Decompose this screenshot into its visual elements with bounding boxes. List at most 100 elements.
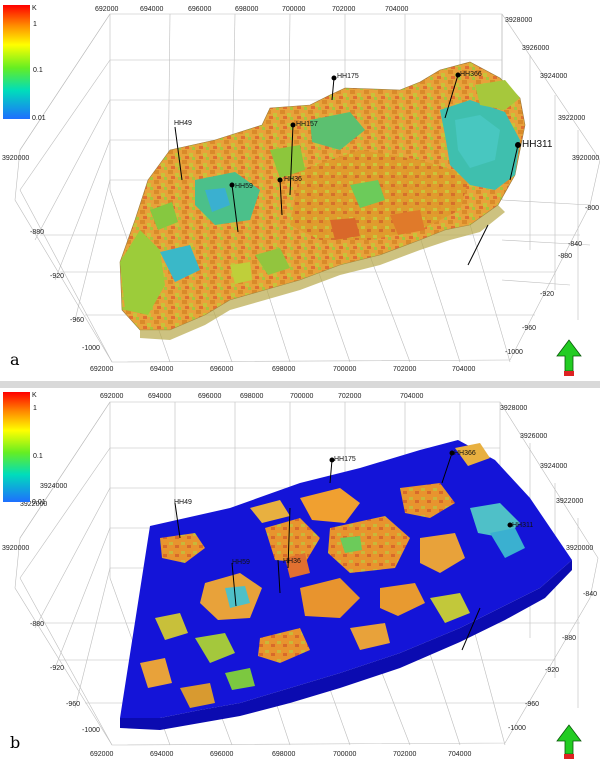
- svg-text:694000: 694000: [140, 6, 163, 13]
- panel-b-3d-view: HH49 HH175 HH366 HH311 HH59 HH36 692000 …: [2, 392, 599, 759]
- svg-text:694000: 694000: [150, 366, 173, 373]
- svg-text:3922000: 3922000: [556, 498, 583, 505]
- svg-text:696000: 696000: [198, 393, 221, 400]
- svg-text:-1000: -1000: [505, 349, 523, 356]
- axis-ticks-a: 692000 694000 696000 698000 700000 70200…: [2, 6, 599, 373]
- well-line: [174, 502, 181, 539]
- svg-text:-960: -960: [70, 317, 84, 324]
- svg-text:704000: 704000: [452, 366, 475, 373]
- svg-text:-840: -840: [568, 241, 582, 248]
- permeability-body-a: [119, 61, 526, 340]
- svg-text:692000: 692000: [90, 751, 113, 758]
- well-line: [279, 179, 283, 216]
- north-arrow-icon: [556, 339, 582, 376]
- svg-text:3926000: 3926000: [522, 45, 549, 52]
- well-label-hh49: HH49: [174, 499, 192, 506]
- panel-b: HH49 HH175 HH366 HH311 HH59 HH36 692000 …: [0, 388, 600, 761]
- well-label-hh36: HH36: [284, 176, 302, 183]
- svg-text:-840: -840: [583, 591, 597, 598]
- svg-text:700000: 700000: [282, 6, 305, 13]
- well-label-hh366: HH366: [454, 450, 476, 457]
- svg-text:3920000: 3920000: [572, 155, 599, 162]
- svg-text:3920000: 3920000: [2, 545, 29, 552]
- well-line: [287, 507, 291, 569]
- well-line: [461, 607, 481, 651]
- svg-text:-960: -960: [525, 701, 539, 708]
- svg-text:702000: 702000: [393, 366, 416, 373]
- svg-text:-880: -880: [558, 253, 572, 260]
- well-label-hh175: HH175: [337, 73, 359, 80]
- svg-text:3928000: 3928000: [500, 405, 527, 412]
- well-label-hh311: HH311: [522, 139, 553, 150]
- svg-text:-880: -880: [30, 229, 44, 236]
- well-line: [329, 459, 333, 484]
- svg-text:692000: 692000: [90, 366, 113, 373]
- svg-text:-800: -800: [585, 205, 599, 212]
- well-label-hh311: HH311: [512, 522, 533, 529]
- well-label-hh175: HH175: [334, 456, 356, 463]
- well-label-hh59: HH59: [232, 559, 250, 566]
- svg-text:0.01: 0.01: [32, 115, 46, 122]
- svg-text:-920: -920: [50, 665, 64, 672]
- well-label-hh36: HH36: [283, 558, 301, 565]
- panel-a-3d-view: HH49 HH157 HH175 HH366 HH311 HH59 HH36 6…: [2, 5, 600, 376]
- svg-text:1: 1: [33, 21, 37, 28]
- svg-text:692000: 692000: [100, 393, 123, 400]
- axis-ticks-b: 692000 694000 696000 698000 700000 70200…: [2, 393, 597, 758]
- svg-text:3924000: 3924000: [540, 463, 567, 470]
- wells-b: [174, 450, 513, 651]
- svg-text:700000: 700000: [333, 366, 356, 373]
- svg-text:-1000: -1000: [508, 725, 526, 732]
- svg-text:3924000: 3924000: [40, 483, 67, 490]
- well-line: [441, 452, 453, 484]
- svg-text:-880: -880: [30, 621, 44, 628]
- svg-text:0.1: 0.1: [33, 67, 43, 74]
- svg-text:702000: 702000: [393, 751, 416, 758]
- well-line: [331, 77, 335, 101]
- well-line: [174, 126, 183, 181]
- svg-text:3920000: 3920000: [2, 155, 29, 162]
- well-label-hh49: HH49: [174, 120, 192, 127]
- svg-text:698000: 698000: [235, 6, 258, 13]
- svg-text:702000: 702000: [332, 6, 355, 13]
- north-arrow-icon: [556, 724, 582, 759]
- well-line: [467, 224, 489, 266]
- svg-text:0.01: 0.01: [32, 499, 46, 506]
- svg-text:-960: -960: [66, 701, 80, 708]
- svg-text:704000: 704000: [385, 6, 408, 13]
- well-label-hh157: HH157: [296, 121, 318, 128]
- panel-a: HH49 HH157 HH175 HH366 HH311 HH59 HH36 6…: [0, 0, 600, 381]
- svg-text:0.1: 0.1: [33, 453, 43, 460]
- svg-text:-1000: -1000: [82, 345, 100, 352]
- svg-text:3926000: 3926000: [520, 433, 547, 440]
- well-line: [277, 559, 281, 594]
- well-line: [289, 124, 294, 196]
- svg-text:3920000: 3920000: [566, 545, 593, 552]
- svg-text:-920: -920: [540, 291, 554, 298]
- wells-a: [174, 72, 521, 266]
- svg-text:3922000: 3922000: [558, 115, 585, 122]
- svg-text:-920: -920: [50, 273, 64, 280]
- svg-text:696000: 696000: [210, 366, 233, 373]
- svg-text:694000: 694000: [150, 751, 173, 758]
- permeability-body-b: [120, 440, 572, 730]
- svg-text:-920: -920: [545, 667, 559, 674]
- svg-text:K: K: [32, 392, 37, 399]
- svg-text:3922000: 3922000: [20, 501, 47, 508]
- svg-text:3924000: 3924000: [540, 73, 567, 80]
- svg-text:698000: 698000: [272, 751, 295, 758]
- well-label-hh366: HH366: [460, 71, 482, 78]
- well-label-hh59: HH59: [235, 183, 253, 190]
- svg-text:-1000: -1000: [82, 727, 100, 734]
- well-line: [509, 144, 519, 181]
- well-line: [231, 184, 239, 233]
- svg-text:-960: -960: [522, 325, 536, 332]
- svg-text:702000: 702000: [338, 393, 361, 400]
- svg-text:698000: 698000: [240, 393, 263, 400]
- svg-text:694000: 694000: [148, 393, 171, 400]
- panel-a-letter: a: [10, 350, 20, 369]
- svg-text:-880: -880: [562, 635, 576, 642]
- well-line: [231, 562, 237, 607]
- svg-text:1: 1: [33, 405, 37, 412]
- svg-text:3928000: 3928000: [505, 17, 532, 24]
